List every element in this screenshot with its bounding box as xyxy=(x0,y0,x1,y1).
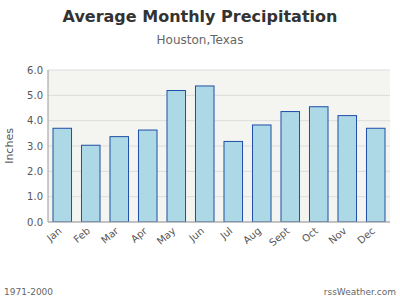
bar xyxy=(167,91,186,222)
chart-container: 0.0 1.0 2.0 3.0 4.0 5.0 6.0 Jan Feb Mar AprMay Jun J… xyxy=(0,0,400,300)
bar xyxy=(338,116,357,222)
y-tick-label: 3.0 xyxy=(27,141,43,152)
bar xyxy=(53,128,72,222)
bar xyxy=(366,128,385,222)
x-tick-label: Aug xyxy=(241,225,263,246)
bars xyxy=(53,86,385,222)
page: {"chart_data": {"type": "bar", "title": … xyxy=(0,0,400,300)
x-tick-label: Jul xyxy=(217,225,234,242)
footer-left: 1971-2000 xyxy=(4,287,53,297)
y-axis-line xyxy=(48,70,49,222)
y-axis-label: Inches xyxy=(3,128,16,164)
x-tick-label: May xyxy=(155,225,178,247)
y-tick-label: 0.0 xyxy=(27,217,43,228)
bar xyxy=(224,141,243,222)
y-tick-label: 1.0 xyxy=(27,191,43,202)
bar xyxy=(281,112,300,222)
y-tick-label: 5.0 xyxy=(27,90,43,101)
background xyxy=(0,0,400,300)
bar xyxy=(309,107,328,222)
grid-line xyxy=(48,70,390,71)
x-tick-label: Mar xyxy=(99,225,121,246)
subtitle: Houston,Texas xyxy=(157,33,244,47)
x-tick-label: Nov xyxy=(327,225,349,246)
title: Average Monthly Precipitation xyxy=(63,7,338,26)
bar xyxy=(110,137,129,222)
grid-line xyxy=(48,95,390,96)
x-tick-label: Oct xyxy=(300,225,320,245)
bar xyxy=(138,130,157,222)
grid-line xyxy=(48,222,390,223)
x-tick-label: Jun xyxy=(186,225,206,244)
bar xyxy=(195,86,214,222)
x-tick-label: Apr xyxy=(129,225,150,245)
plot-area xyxy=(48,70,390,222)
y-tick-label: 4.0 xyxy=(27,115,43,126)
x-tick-label: Feb xyxy=(71,225,92,245)
bar xyxy=(81,145,100,222)
bar xyxy=(252,125,271,222)
x-tick-label: Sept xyxy=(267,225,292,248)
x-tick-label: Jan xyxy=(44,225,64,244)
footer-right: rssWeather.com xyxy=(324,287,396,297)
x-tick-label: Dec xyxy=(355,225,377,246)
chart-svg: 0.0 1.0 2.0 3.0 4.0 5.0 6.0 Jan Feb Mar AprMay Jun J… xyxy=(0,0,400,300)
y-tick-label: 2.0 xyxy=(27,166,43,177)
x-axis-line xyxy=(48,222,390,223)
y-tick-label: 6.0 xyxy=(27,65,43,76)
